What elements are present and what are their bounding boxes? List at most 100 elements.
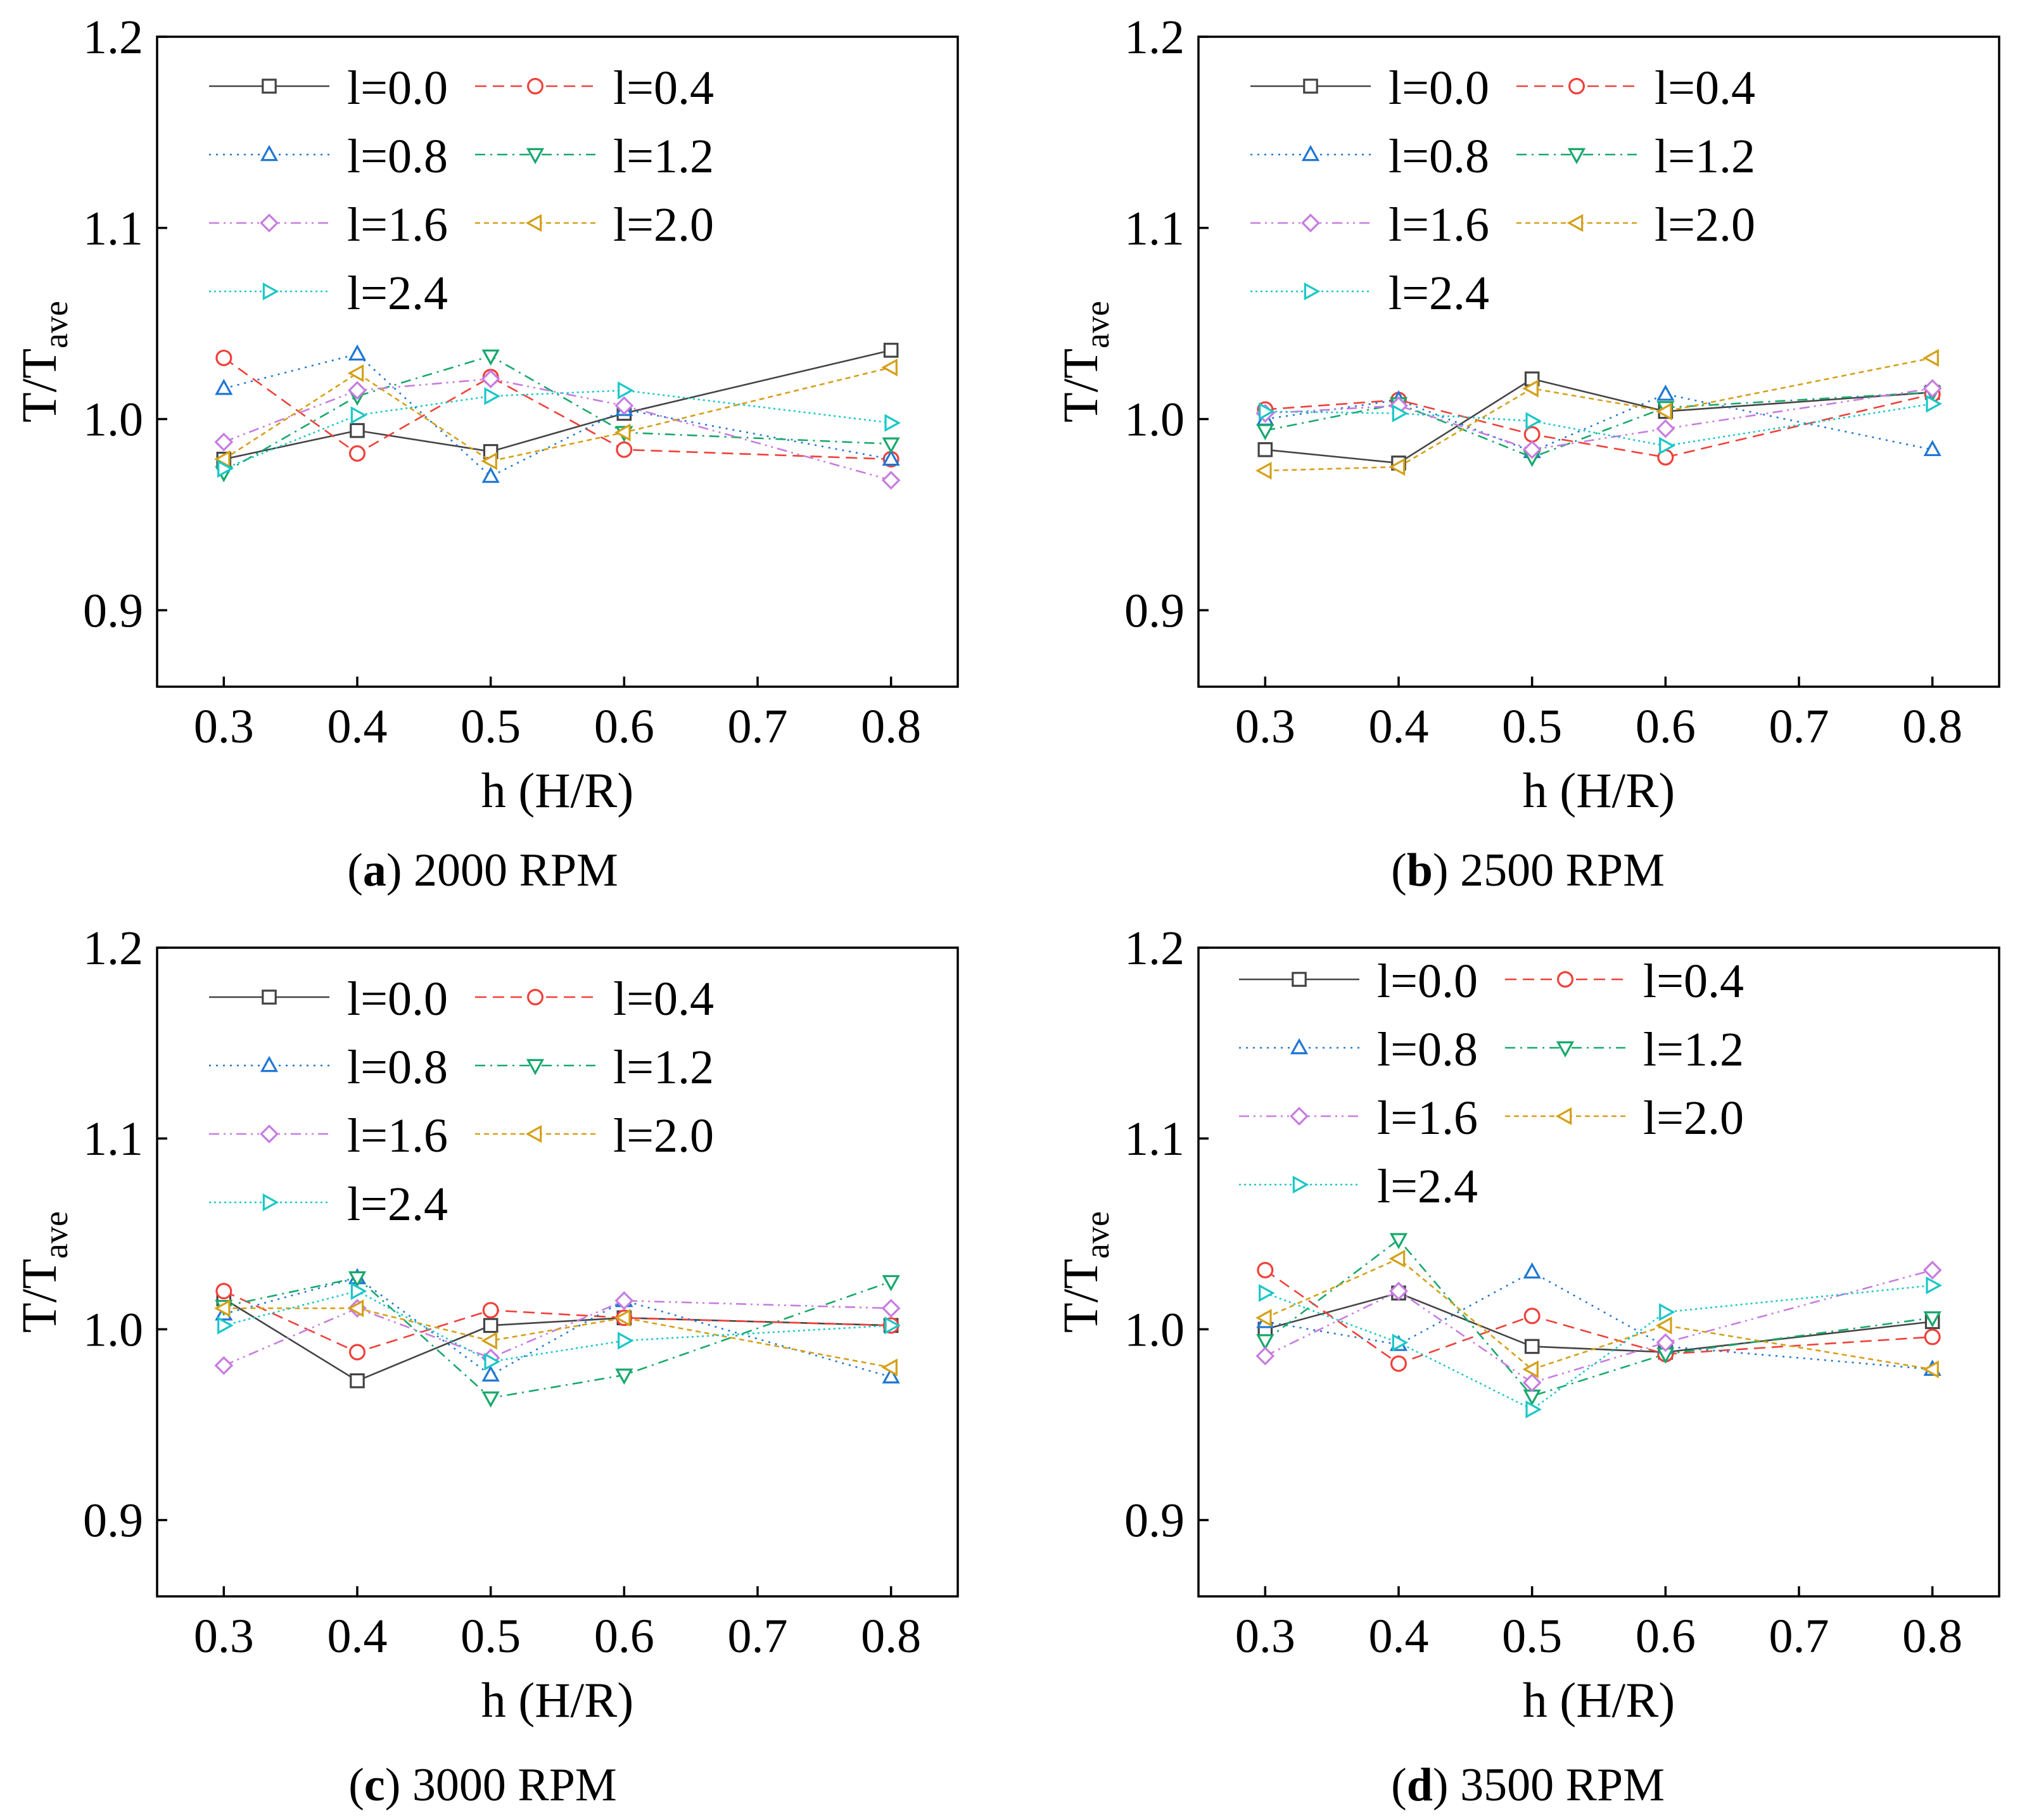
y-tick-label: 1.1 bbox=[83, 1112, 143, 1166]
legend-item: l=1.2 bbox=[475, 130, 714, 183]
caption-letter: a bbox=[363, 844, 386, 896]
y-axis-title: T/Tave bbox=[11, 301, 75, 423]
legend-marker bbox=[526, 1059, 545, 1076]
data-point bbox=[1659, 436, 1675, 455]
y-tick-label: 1.0 bbox=[1124, 1303, 1185, 1356]
caption-text: 2500 RPM bbox=[1449, 844, 1665, 896]
caption-open-paren: ( bbox=[348, 1759, 364, 1811]
data-point bbox=[1257, 1261, 1274, 1278]
y-axis-title: T/Tave bbox=[1053, 1211, 1116, 1333]
data-point bbox=[350, 1373, 365, 1389]
y-axis-title: T/Tave bbox=[11, 1211, 75, 1333]
chart-panel-c: 0.9 1.0 1.1 1.2 0.3 0.4 0.5 0.6 0.7 0.8 h (H/R) T/T… bbox=[11, 922, 959, 1811]
legend-marker bbox=[1567, 148, 1586, 165]
legend-marker bbox=[525, 1124, 542, 1143]
x-tick-label: 0.6 bbox=[1636, 700, 1696, 753]
data-point bbox=[881, 358, 898, 377]
legend-item: l=2.4 bbox=[1239, 1160, 1478, 1213]
data-point bbox=[1255, 1346, 1275, 1366]
plot-frame bbox=[156, 946, 959, 1598]
chart-panel-b: 0.9 1.0 1.1 1.2 0.3 0.4 0.5 0.6 0.7 0.8 h (H/R) T/T… bbox=[1053, 11, 2000, 896]
legend-marker bbox=[260, 1124, 279, 1143]
data-point bbox=[1922, 348, 1939, 367]
legend-marker bbox=[262, 1193, 279, 1212]
x-axis-title: h (H/R) bbox=[481, 1672, 633, 1728]
x-tick-label: 0.8 bbox=[861, 700, 921, 753]
legend-marker bbox=[1301, 213, 1320, 232]
legend-marker bbox=[1568, 77, 1585, 94]
legend-marker bbox=[262, 282, 279, 301]
data-point bbox=[348, 381, 367, 400]
x-tick-label: 0.7 bbox=[728, 700, 788, 753]
y-tick-label: 1.1 bbox=[1124, 1112, 1185, 1166]
data-point bbox=[1390, 1355, 1407, 1372]
legend-marker bbox=[1292, 972, 1307, 987]
data-point bbox=[350, 406, 367, 424]
legend-marker bbox=[526, 988, 543, 1005]
data-point bbox=[481, 1391, 500, 1408]
y-axis-title-sub: ave bbox=[1078, 301, 1116, 348]
series-l-2.4 bbox=[217, 1282, 901, 1371]
plot-frame bbox=[1197, 946, 2000, 1598]
data-point bbox=[881, 1299, 901, 1318]
caption-text: 3000 RPM bbox=[400, 1759, 616, 1811]
y-axis-title-sub: ave bbox=[37, 301, 75, 348]
y-tick-label: 1.1 bbox=[1124, 202, 1185, 255]
legend-marker bbox=[1292, 1175, 1309, 1194]
legend-item: l=0.8 bbox=[209, 1041, 448, 1094]
legend-label: l=1.2 bbox=[613, 130, 714, 183]
legend-item: l=2.4 bbox=[209, 1178, 448, 1231]
data-point bbox=[1922, 379, 1942, 398]
legend-item: l=1.2 bbox=[1516, 130, 1755, 183]
data-point bbox=[1522, 1360, 1539, 1378]
legend-item: l=1.6 bbox=[1239, 1091, 1478, 1145]
y-tick-label: 0.9 bbox=[1124, 584, 1185, 637]
legend-marker bbox=[260, 144, 279, 162]
series-line bbox=[1265, 1271, 1933, 1370]
legend-item: l=0.4 bbox=[1516, 61, 1755, 115]
legend-item: l=2.4 bbox=[1250, 267, 1489, 320]
legend-label: l=2.0 bbox=[613, 1109, 714, 1162]
legend-marker bbox=[525, 213, 542, 232]
y-tick-label: 1.2 bbox=[83, 11, 143, 64]
legend-label: l=0.4 bbox=[1643, 955, 1744, 1008]
series-line bbox=[224, 1290, 891, 1363]
legend-marker bbox=[262, 990, 277, 1005]
x-axis-title: h (H/R) bbox=[1523, 1672, 1675, 1728]
legend-label: l=2.0 bbox=[1655, 198, 1755, 251]
data-point bbox=[483, 1318, 499, 1333]
x-tick-label: 0.4 bbox=[1369, 1610, 1429, 1663]
legend-label: l=2.0 bbox=[1643, 1091, 1744, 1145]
data-point bbox=[1525, 412, 1542, 430]
series-l-0.0 bbox=[1257, 1285, 1940, 1360]
y-tick-label: 1.0 bbox=[83, 1303, 143, 1356]
panel-caption: (b) 2500 RPM bbox=[1391, 844, 1665, 896]
legend-item: l=0.0 bbox=[209, 61, 448, 115]
series-l-0.8 bbox=[1256, 1262, 1941, 1376]
legend-marker bbox=[1290, 1107, 1309, 1126]
data-point bbox=[618, 1332, 634, 1350]
x-tick-label: 0.3 bbox=[194, 700, 254, 753]
data-point bbox=[1522, 379, 1539, 398]
series-line bbox=[223, 1299, 891, 1366]
legend-item: l=0.4 bbox=[475, 972, 714, 1026]
data-point bbox=[348, 344, 367, 361]
legend-item: l=0.0 bbox=[1250, 61, 1489, 115]
x-tick-label: 0.5 bbox=[461, 700, 521, 753]
legend-item: l=2.0 bbox=[475, 1109, 714, 1162]
legend-label: l=2.0 bbox=[613, 198, 714, 251]
legend-marker bbox=[1290, 1038, 1309, 1055]
legend-item: l=2.4 bbox=[209, 267, 448, 320]
y-tick-label: 1.0 bbox=[83, 393, 143, 447]
legend-marker bbox=[1555, 1107, 1572, 1126]
data-point bbox=[1388, 1249, 1406, 1268]
y-axis-title-sub: ave bbox=[37, 1211, 75, 1259]
plot-frame bbox=[156, 35, 959, 688]
legend: l=0.0 l=0.4 l=0.8 l=1.2 l=1.6 l=2.0 l=2.4 bbox=[1250, 61, 1755, 320]
caption-open-paren: ( bbox=[1391, 1759, 1407, 1811]
data-point bbox=[881, 1358, 898, 1377]
x-tick-label: 0.6 bbox=[594, 700, 654, 753]
legend-marker bbox=[262, 79, 277, 94]
x-axis-title: h (H/R) bbox=[481, 763, 633, 818]
y-tick-label: 0.9 bbox=[83, 1494, 143, 1548]
